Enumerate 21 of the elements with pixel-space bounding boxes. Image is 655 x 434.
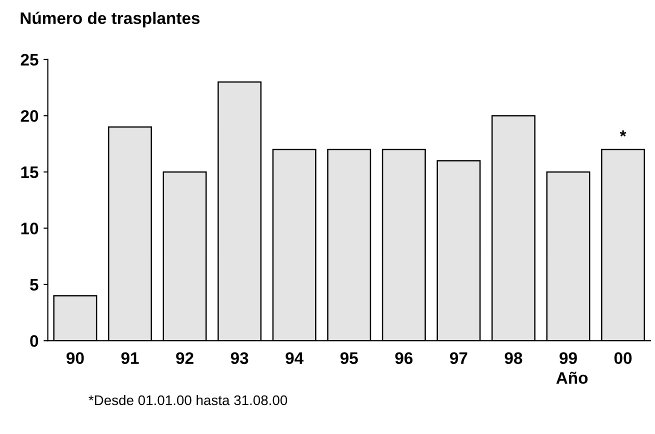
x-tick-label: 98 <box>504 352 522 364</box>
chart-title: Número de trasplantes <box>20 12 200 28</box>
x-tick-label: 92 <box>176 352 194 364</box>
x-tick-label: 91 <box>121 352 139 364</box>
y-tick-label: 5 <box>30 279 38 291</box>
y-tick-label: 20 <box>20 110 38 122</box>
x-tick-label: 00 <box>614 352 632 364</box>
y-tick-label: 0 <box>30 335 38 347</box>
x-tick-label: 94 <box>286 352 304 364</box>
y-tick-label: 15 <box>21 166 38 178</box>
x-tick-label: 99 <box>560 352 577 364</box>
annotation: * <box>620 130 626 137</box>
x-axis-title: Año <box>556 372 588 384</box>
x-tick-label: 95 <box>340 352 358 364</box>
x-tick-label: 96 <box>395 352 413 364</box>
x-tick-label: 90 <box>66 352 84 364</box>
x-tick-label: 97 <box>450 352 468 364</box>
y-tick-label: 25 <box>20 54 38 66</box>
y-tick-label: 10 <box>21 222 38 234</box>
text: *Desde 01.01.00 hasta 31.08.00 <box>88 394 288 406</box>
x-tick-label: 93 <box>230 352 248 364</box>
